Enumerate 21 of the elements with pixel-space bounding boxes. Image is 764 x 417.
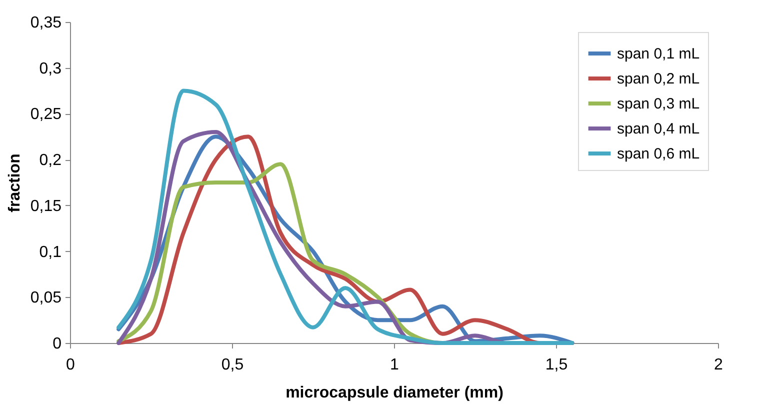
- y-axis-title: fraction: [6, 154, 24, 212]
- y-tick-label: 0,25: [30, 106, 62, 124]
- legend-label: span 0,1 mL: [617, 46, 700, 62]
- y-tick-label: 0,1: [39, 244, 62, 261]
- legend-label: span 0,3 mL: [617, 96, 700, 112]
- y-tick-label: 0: [52, 336, 62, 352]
- y-tick-label: 0,15: [30, 198, 62, 215]
- y-tick-label: 0,3: [39, 60, 62, 78]
- x-tick-label: 0,5: [221, 356, 244, 374]
- legend-label: span 0,2 mL: [617, 70, 700, 88]
- x-tick-label: 0: [66, 356, 76, 374]
- y-tick-label: 0,05: [30, 290, 62, 307]
- y-tick-label: 0,35: [30, 14, 62, 32]
- x-tick-label: 1,5: [545, 356, 568, 374]
- legend-label: span 0,6 mL: [617, 146, 700, 162]
- y-tick-label: 0,2: [39, 152, 62, 170]
- x-tick-label: 1: [390, 356, 400, 374]
- x-tick-label: 2: [714, 356, 724, 374]
- legend-label: span 0,4 mL: [617, 120, 700, 138]
- x-axis-title: microcapsule diameter (mm): [286, 384, 504, 402]
- line-series: [116, 88, 574, 345]
